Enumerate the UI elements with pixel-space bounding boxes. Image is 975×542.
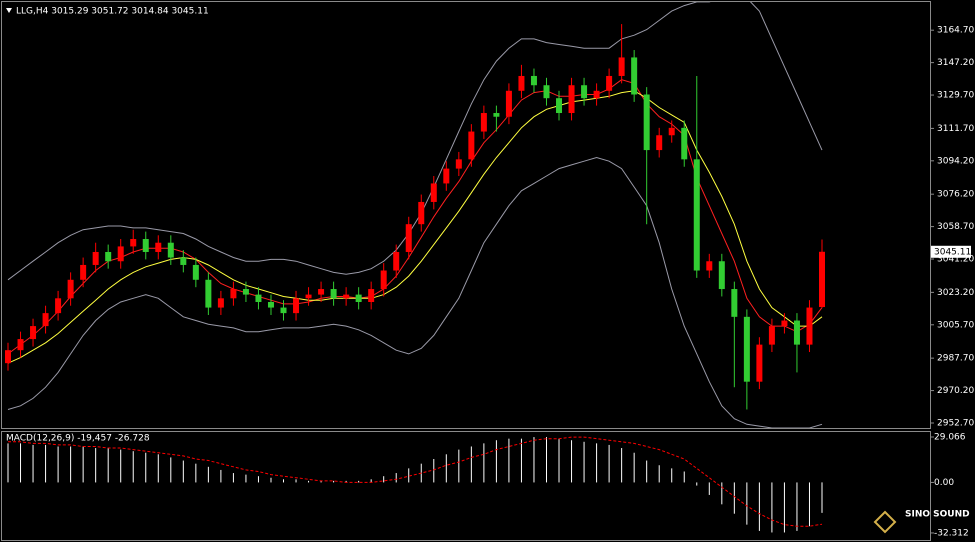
candle-body <box>30 326 37 340</box>
y-tick-label: 2970.20 <box>937 386 974 396</box>
candle-body <box>293 298 300 314</box>
candle-body <box>530 75 537 86</box>
y2-tick-label: 29.066 <box>934 432 966 442</box>
candle-body <box>155 242 162 252</box>
candle-body <box>743 316 750 382</box>
candle-body <box>117 246 124 262</box>
candle-body <box>618 57 625 76</box>
candle-body <box>142 239 149 252</box>
candle-body <box>430 183 437 202</box>
candle-body <box>42 313 49 327</box>
candle-body <box>67 279 74 299</box>
candle-body <box>405 224 412 252</box>
candle-body <box>230 289 237 299</box>
y-tick-label: 3164.70 <box>937 26 974 36</box>
candle-body <box>643 94 650 151</box>
candle-body <box>330 289 337 299</box>
candle-body <box>393 251 400 271</box>
candle-body <box>468 131 475 160</box>
candle-body <box>418 201 425 225</box>
chart-title: LLG,H4 3015.29 3051.72 3014.84 3045.11 <box>16 7 209 17</box>
candle-body <box>205 279 212 308</box>
y-tick-label: 3147.20 <box>937 58 974 68</box>
candle-body <box>318 289 325 295</box>
candle-body <box>217 298 224 308</box>
candle-body <box>493 113 500 117</box>
candle-body <box>793 320 800 345</box>
candle-body <box>656 135 663 151</box>
candle-body <box>368 289 375 303</box>
macd-frame <box>1 431 931 541</box>
y-tick-label: 3129.70 <box>937 91 974 101</box>
candle-body <box>505 90 512 117</box>
price-tag <box>931 245 971 258</box>
y-tick-label: 3005.70 <box>937 320 974 330</box>
candle-body <box>443 168 450 184</box>
logo <box>873 510 897 534</box>
candle-body <box>819 251 825 308</box>
y-tick-label: 3041.20 <box>937 255 974 265</box>
candle-body <box>343 294 350 299</box>
candle-body <box>706 261 713 271</box>
watermark: SINO SOUND <box>905 510 970 520</box>
y-tick-label: 2987.70 <box>937 354 974 364</box>
indicator-label: MACD(12,26,9) -19,457 -26.728 <box>6 434 150 444</box>
candle-body <box>581 85 588 99</box>
candle-body <box>593 90 600 99</box>
candle-body <box>543 85 550 99</box>
candle-body <box>280 307 287 314</box>
y-tick-label: 2952.70 <box>937 418 974 428</box>
candle-body <box>267 302 274 308</box>
candle-body <box>455 159 462 169</box>
candle-body <box>768 326 775 345</box>
candle-body <box>606 75 613 91</box>
candle-body <box>568 85 575 114</box>
candle-body <box>756 344 763 382</box>
candle-body <box>105 251 112 262</box>
menu-arrow <box>6 8 12 13</box>
candle-body <box>180 257 187 265</box>
main-frame <box>1 1 931 429</box>
candle-body <box>681 127 688 160</box>
candle-body <box>80 264 87 280</box>
candle-body <box>192 264 199 280</box>
candle-body <box>693 159 700 271</box>
candle-body <box>806 307 813 345</box>
candle-body <box>668 127 675 136</box>
candle-body <box>5 350 11 364</box>
candle-body <box>631 57 638 95</box>
y-tick-label: 3076.20 <box>937 190 974 200</box>
candle-body <box>242 289 249 295</box>
y-tick-label: 3023.20 <box>937 288 974 298</box>
indicator-line <box>7 90 823 364</box>
candle-body <box>305 294 312 299</box>
price-panel <box>5 2 825 428</box>
candle-body <box>781 320 788 327</box>
indicator-line <box>7 2 823 281</box>
candle-body <box>17 339 24 351</box>
y-tick-label: 3058.70 <box>937 222 974 232</box>
candle-body <box>55 298 62 314</box>
candle-body <box>380 270 387 290</box>
candle-body <box>480 113 487 132</box>
candle-body <box>130 239 137 247</box>
y2-tick-label: 0.00 <box>934 478 954 488</box>
y-tick-label: 3094.20 <box>937 156 974 166</box>
candle-body <box>92 251 99 265</box>
current-price: 3045.11 <box>934 247 971 257</box>
candle-body <box>718 261 725 290</box>
candle-body <box>355 294 362 303</box>
candle-body <box>556 98 563 114</box>
candle-body <box>255 294 262 303</box>
indicator-line <box>7 156 823 428</box>
signal-line <box>8 436 823 527</box>
y2-tick-label: -32.312 <box>934 528 969 538</box>
candle-body <box>731 289 738 317</box>
candle-body <box>518 75 525 91</box>
candle-body <box>167 242 174 258</box>
y-tick-label: 3111.70 <box>937 124 974 134</box>
